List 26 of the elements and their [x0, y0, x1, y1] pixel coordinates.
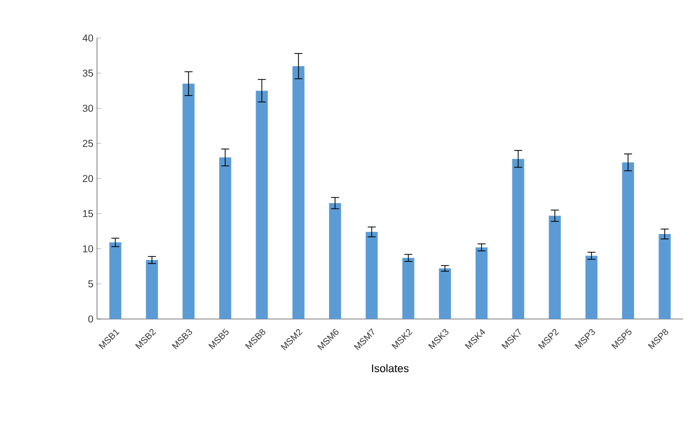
x-axis-title: Isolates: [372, 364, 409, 372]
bar: [182, 84, 195, 319]
y-tick-label: 40: [82, 34, 94, 42]
bar: [476, 247, 488, 319]
y-tick-label: 25: [82, 140, 94, 147]
bar: [585, 256, 598, 319]
bar: [658, 234, 671, 319]
bar: [256, 90, 268, 319]
bar: [109, 242, 122, 319]
y-tick-label: 35: [82, 70, 94, 77]
bar: [512, 158, 524, 319]
bar: [292, 66, 304, 319]
bar: [329, 203, 342, 319]
bar: [622, 162, 634, 319]
bar: [146, 260, 158, 319]
y-tick-label: 15: [83, 210, 94, 218]
y-tick-label: 10: [83, 245, 94, 252]
y-tick-label: 30: [82, 104, 94, 112]
y-tick-label: 5: [88, 280, 94, 288]
y-tick-label: 20: [82, 174, 94, 182]
bar: [219, 157, 232, 319]
bar: [548, 216, 561, 319]
y-tick-label: 0: [88, 315, 94, 323]
bar: [366, 232, 378, 319]
bar: [402, 258, 414, 319]
bar: [438, 268, 451, 319]
